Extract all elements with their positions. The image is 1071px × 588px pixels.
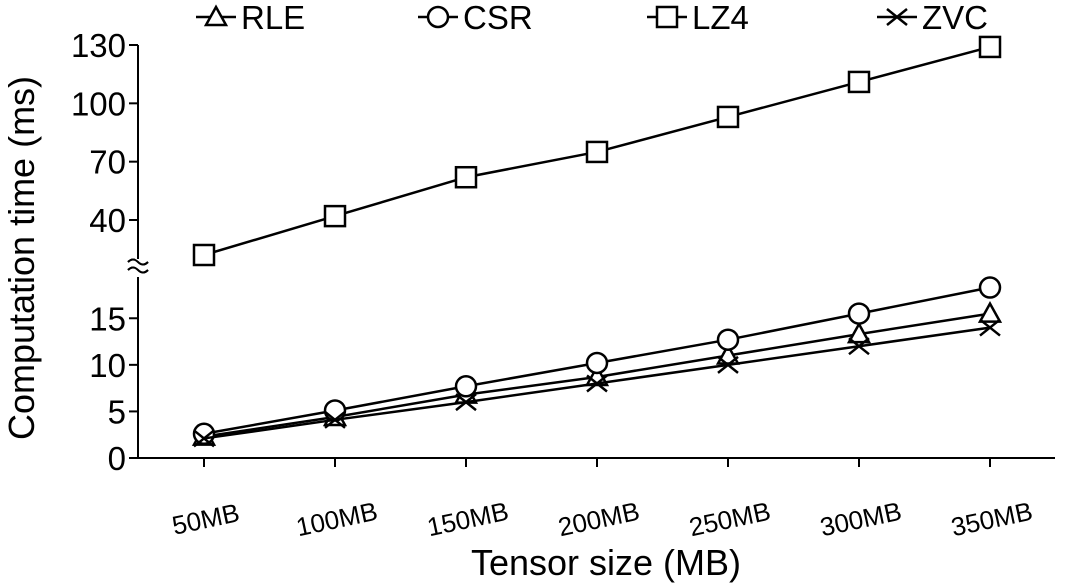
axis-break-wave — [127, 258, 149, 266]
data-point-zvc — [324, 410, 346, 429]
x-tick-label: 100MB — [293, 496, 380, 542]
x-tick-label: 50MB — [169, 497, 242, 540]
data-point-rle — [977, 301, 1003, 323]
data-point-rle — [846, 321, 872, 344]
data-point-csr — [323, 399, 347, 422]
data-point-csr — [978, 276, 1002, 299]
data-point-lz4 — [323, 204, 347, 228]
legend-label: LZ4 — [692, 0, 749, 36]
y-tick-label: 130 — [71, 27, 126, 64]
x-tick-label: 200MB — [555, 496, 642, 542]
y-tick-label: 15 — [89, 300, 126, 337]
data-point-lz4 — [454, 165, 478, 189]
axis-break-gap — [134, 259, 142, 277]
y-tick-label: 40 — [89, 202, 126, 239]
axis-break-wave — [127, 266, 149, 274]
x-tick-label: 300MB — [817, 496, 904, 542]
x-tick-label: 150MB — [424, 496, 511, 542]
data-point-zvc — [848, 337, 870, 356]
y-tick-label: 0 — [108, 440, 126, 477]
data-point-lz4 — [716, 105, 740, 129]
legend-item-csr: CSR — [418, 0, 533, 36]
legend-label: RLE — [241, 0, 305, 36]
data-point-zvc — [455, 393, 477, 412]
data-point-zvc — [586, 374, 608, 393]
y-tick-label: 5 — [108, 393, 126, 430]
series-lz4 — [192, 35, 1002, 267]
y-axis-title: Computation time (ms) — [1, 76, 42, 440]
y-tick-label: 100 — [71, 85, 126, 122]
data-point-zvc — [717, 355, 739, 374]
data-point-zvc — [979, 318, 1001, 337]
series-layer — [191, 35, 1003, 448]
y-tick-label: 10 — [89, 347, 126, 384]
legend: RLE CSR LZ4 ZVC — [196, 0, 988, 36]
data-point-csr — [716, 328, 740, 351]
data-point-lz4 — [847, 70, 871, 94]
legend-label: ZVC — [922, 0, 988, 36]
legend-item-rle: RLE — [196, 0, 305, 36]
legend-label: CSR — [463, 0, 533, 36]
data-point-csr — [847, 302, 871, 325]
data-point-csr — [454, 375, 478, 398]
data-point-lz4 — [192, 243, 216, 267]
series-zvc — [193, 318, 1001, 448]
legend-marker-x-icon — [886, 8, 908, 26]
x-tick-label: 250MB — [686, 496, 773, 542]
y-tick-label: 70 — [89, 144, 126, 181]
x-tick-label: 350MB — [948, 496, 1035, 542]
data-point-lz4 — [978, 35, 1002, 59]
axis-break-icon — [127, 258, 149, 277]
x-axis-title: Tensor size (MB) — [471, 542, 741, 583]
legend-marker-square-icon — [655, 5, 679, 29]
legend-item-lz4: LZ4 — [647, 0, 749, 36]
legend-marker-circle-icon — [426, 5, 450, 29]
axes: 0 5 10 15 40 70 100 130 50MB 100MB 150MB 200MB 250MB… — [71, 27, 1055, 542]
data-point-csr — [585, 351, 609, 375]
data-point-lz4 — [585, 140, 609, 164]
legend-marker-triangle-icon — [203, 4, 229, 27]
legend-item-zvc: ZVC — [877, 0, 988, 36]
data-point-zvc — [193, 429, 215, 448]
